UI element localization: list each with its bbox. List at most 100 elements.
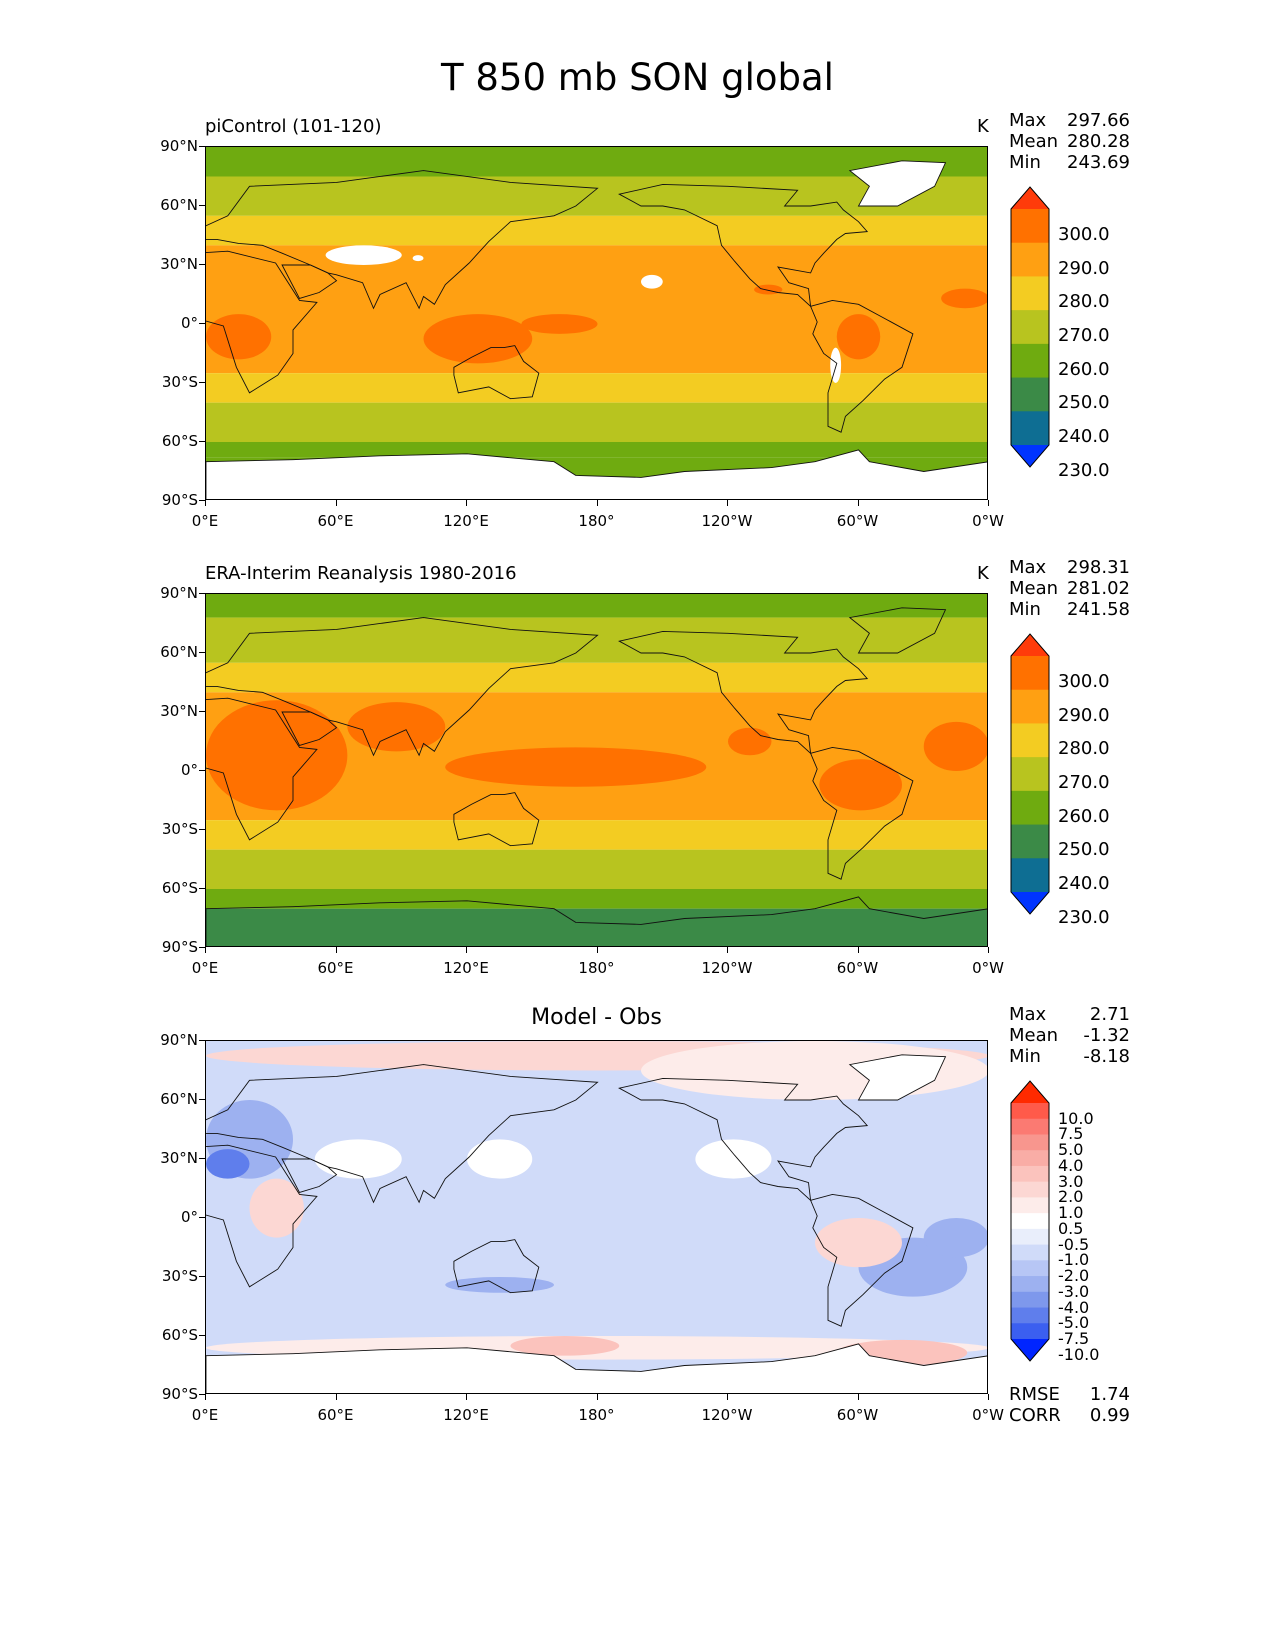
lon-tick-mark bbox=[727, 1394, 728, 1400]
colorbar-label: 300.0 bbox=[1058, 670, 1110, 692]
coastline-namerica bbox=[618, 630, 869, 755]
colorbar-label: -5.0 bbox=[1058, 1313, 1090, 1333]
lat-tick-label: 0° bbox=[180, 1208, 198, 1226]
colorbar-svg bbox=[1010, 186, 1050, 468]
rmse-value: 1.74 bbox=[1089, 1384, 1130, 1405]
colorbar-label: 270.0 bbox=[1058, 772, 1110, 793]
stat-max-label: Max bbox=[1009, 1004, 1047, 1025]
colorbar-segment bbox=[1011, 892, 1049, 914]
stat-mean-label: Mean bbox=[1009, 578, 1059, 599]
stat-max-label: Max bbox=[1009, 557, 1047, 578]
lon-tick-mark bbox=[857, 947, 859, 953]
units-label: K bbox=[977, 563, 989, 584]
lat-tick-mark bbox=[199, 146, 205, 147]
colorbar-segment bbox=[1011, 1081, 1049, 1103]
stat-min-label: Min bbox=[1009, 1046, 1041, 1067]
lat-tick-mark bbox=[199, 947, 205, 948]
colorbar-label: 290.0 bbox=[1058, 257, 1110, 279]
colorbar-label: -10.0 bbox=[1058, 1344, 1100, 1364]
panel-title: piControl (101-120) bbox=[205, 116, 382, 137]
lon-tick-label: 180° bbox=[578, 1406, 615, 1424]
map-field bbox=[206, 147, 987, 499]
map-panel bbox=[205, 593, 988, 947]
colorbar-segment bbox=[1011, 689, 1049, 724]
stat-mean-value: -1.32 bbox=[1083, 1025, 1130, 1046]
lat-tick-label: 30°N bbox=[160, 1149, 198, 1167]
lon-tick-mark bbox=[596, 500, 598, 506]
coastline-antarctica bbox=[206, 449, 987, 499]
lat-tick-label: 60°N bbox=[160, 1090, 198, 1108]
coastline-samerica bbox=[809, 1193, 914, 1327]
lon-tick-label: 60°E bbox=[317, 1406, 354, 1424]
lon-tick-mark bbox=[988, 947, 989, 953]
coastline-australia bbox=[453, 1239, 540, 1294]
coastline-arabia bbox=[281, 1158, 338, 1193]
lon-tick-mark bbox=[205, 947, 206, 953]
coastline-africa bbox=[206, 697, 318, 841]
map-field bbox=[206, 594, 987, 946]
lon-tick-label: 120°W bbox=[701, 512, 753, 530]
panel-title: Model - Obs bbox=[531, 1005, 662, 1030]
colorbar-label: -3.0 bbox=[1058, 1281, 1090, 1301]
panel-title: ERA-Interim Reanalysis 1980-2016 bbox=[205, 563, 517, 584]
lon-tick-label: 60°W bbox=[836, 1406, 879, 1424]
lat-tick-mark bbox=[199, 1276, 205, 1277]
colorbar-label: 7.5 bbox=[1058, 1124, 1084, 1144]
lon-tick-label: 120°E bbox=[443, 959, 489, 977]
lat-tick-label: 30°N bbox=[160, 255, 198, 273]
lon-tick-mark bbox=[727, 947, 728, 953]
coastline-namerica bbox=[618, 1077, 869, 1202]
map-panel bbox=[205, 1040, 988, 1394]
stat-min-label: Min bbox=[1009, 599, 1041, 620]
lon-tick-label: 180° bbox=[578, 512, 615, 530]
colorbar-label: 230.0 bbox=[1058, 459, 1110, 481]
colorbar-segment bbox=[1011, 1323, 1049, 1340]
lat-tick-label: 30°N bbox=[160, 702, 198, 720]
lat-tick-mark bbox=[199, 1394, 205, 1395]
coastline-greenland bbox=[848, 1054, 947, 1101]
stat-min-value: -8.18 bbox=[1083, 1046, 1130, 1067]
coastline-samerica bbox=[809, 746, 914, 880]
lat-tick-label: 0° bbox=[180, 761, 198, 779]
lat-tick-mark bbox=[199, 382, 205, 383]
lat-tick-label: 30°S bbox=[161, 373, 198, 391]
lat-tick-mark bbox=[199, 264, 205, 265]
colorbar-segment bbox=[1011, 634, 1049, 656]
lat-tick-mark bbox=[199, 829, 205, 830]
colorbar-segment bbox=[1011, 1276, 1049, 1293]
colorbar-segment bbox=[1011, 1260, 1049, 1277]
colorbar-segment bbox=[1011, 242, 1049, 277]
coastline-eurasia bbox=[206, 617, 599, 757]
colorbar-segment bbox=[1011, 1291, 1049, 1309]
coastline-arabia bbox=[281, 711, 338, 746]
colorbar-segment bbox=[1011, 187, 1049, 209]
coastline-greenland bbox=[848, 160, 947, 207]
lat-tick-mark bbox=[199, 323, 205, 324]
lat-tick-label: 60°N bbox=[160, 643, 198, 661]
colorbar-segment bbox=[1011, 1307, 1049, 1324]
colorbar-segment bbox=[1011, 209, 1049, 244]
colorbar-label: 2.0 bbox=[1058, 1187, 1084, 1207]
lat-tick-mark bbox=[199, 1040, 205, 1041]
coastline-antarctica bbox=[206, 1343, 987, 1393]
colorbar-segment bbox=[1011, 1339, 1049, 1361]
colorbar-segment bbox=[1011, 1181, 1049, 1198]
colorbar bbox=[1010, 186, 1050, 468]
colorbar-segment bbox=[1011, 276, 1049, 311]
colorbar-svg bbox=[1010, 1080, 1050, 1362]
colorbar-label: 230.0 bbox=[1058, 906, 1110, 928]
colorbar-segment bbox=[1011, 858, 1049, 893]
lat-tick-label: 90°N bbox=[160, 584, 198, 602]
colorbar-label: 260.0 bbox=[1058, 358, 1110, 380]
lat-tick-label: 90°S bbox=[161, 491, 198, 509]
lat-tick-mark bbox=[199, 1217, 205, 1218]
lat-tick-label: 0° bbox=[180, 314, 198, 332]
stat-max-value: 297.66 bbox=[1067, 110, 1130, 131]
coastline-eurasia bbox=[206, 170, 599, 310]
lon-tick-label: 120°W bbox=[701, 959, 753, 977]
colorbar bbox=[1010, 633, 1050, 915]
lat-tick-mark bbox=[199, 652, 205, 653]
colorbar-label: -1.0 bbox=[1058, 1250, 1090, 1270]
lat-tick-label: 30°S bbox=[161, 820, 198, 838]
lon-tick-mark bbox=[727, 500, 728, 506]
